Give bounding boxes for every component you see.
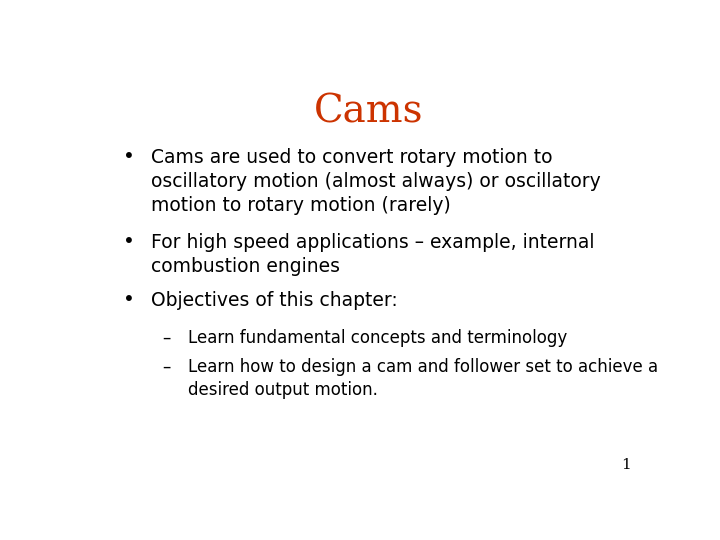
- Text: •: •: [124, 148, 135, 167]
- Text: Cams are used to convert rotary motion to
oscillatory motion (almost always) or : Cams are used to convert rotary motion t…: [151, 148, 601, 215]
- Text: 1: 1: [621, 458, 631, 472]
- Text: •: •: [124, 233, 135, 252]
- Text: –: –: [163, 329, 171, 347]
- Text: Objectives of this chapter:: Objectives of this chapter:: [151, 292, 398, 310]
- Text: •: •: [124, 292, 135, 310]
- Text: Learn fundamental concepts and terminology: Learn fundamental concepts and terminolo…: [188, 329, 567, 347]
- Text: Cams: Cams: [314, 94, 424, 131]
- Text: For high speed applications – example, internal
combustion engines: For high speed applications – example, i…: [151, 233, 595, 276]
- Text: –: –: [163, 358, 171, 376]
- Text: Learn how to design a cam and follower set to achieve a
desired output motion.: Learn how to design a cam and follower s…: [188, 358, 658, 399]
